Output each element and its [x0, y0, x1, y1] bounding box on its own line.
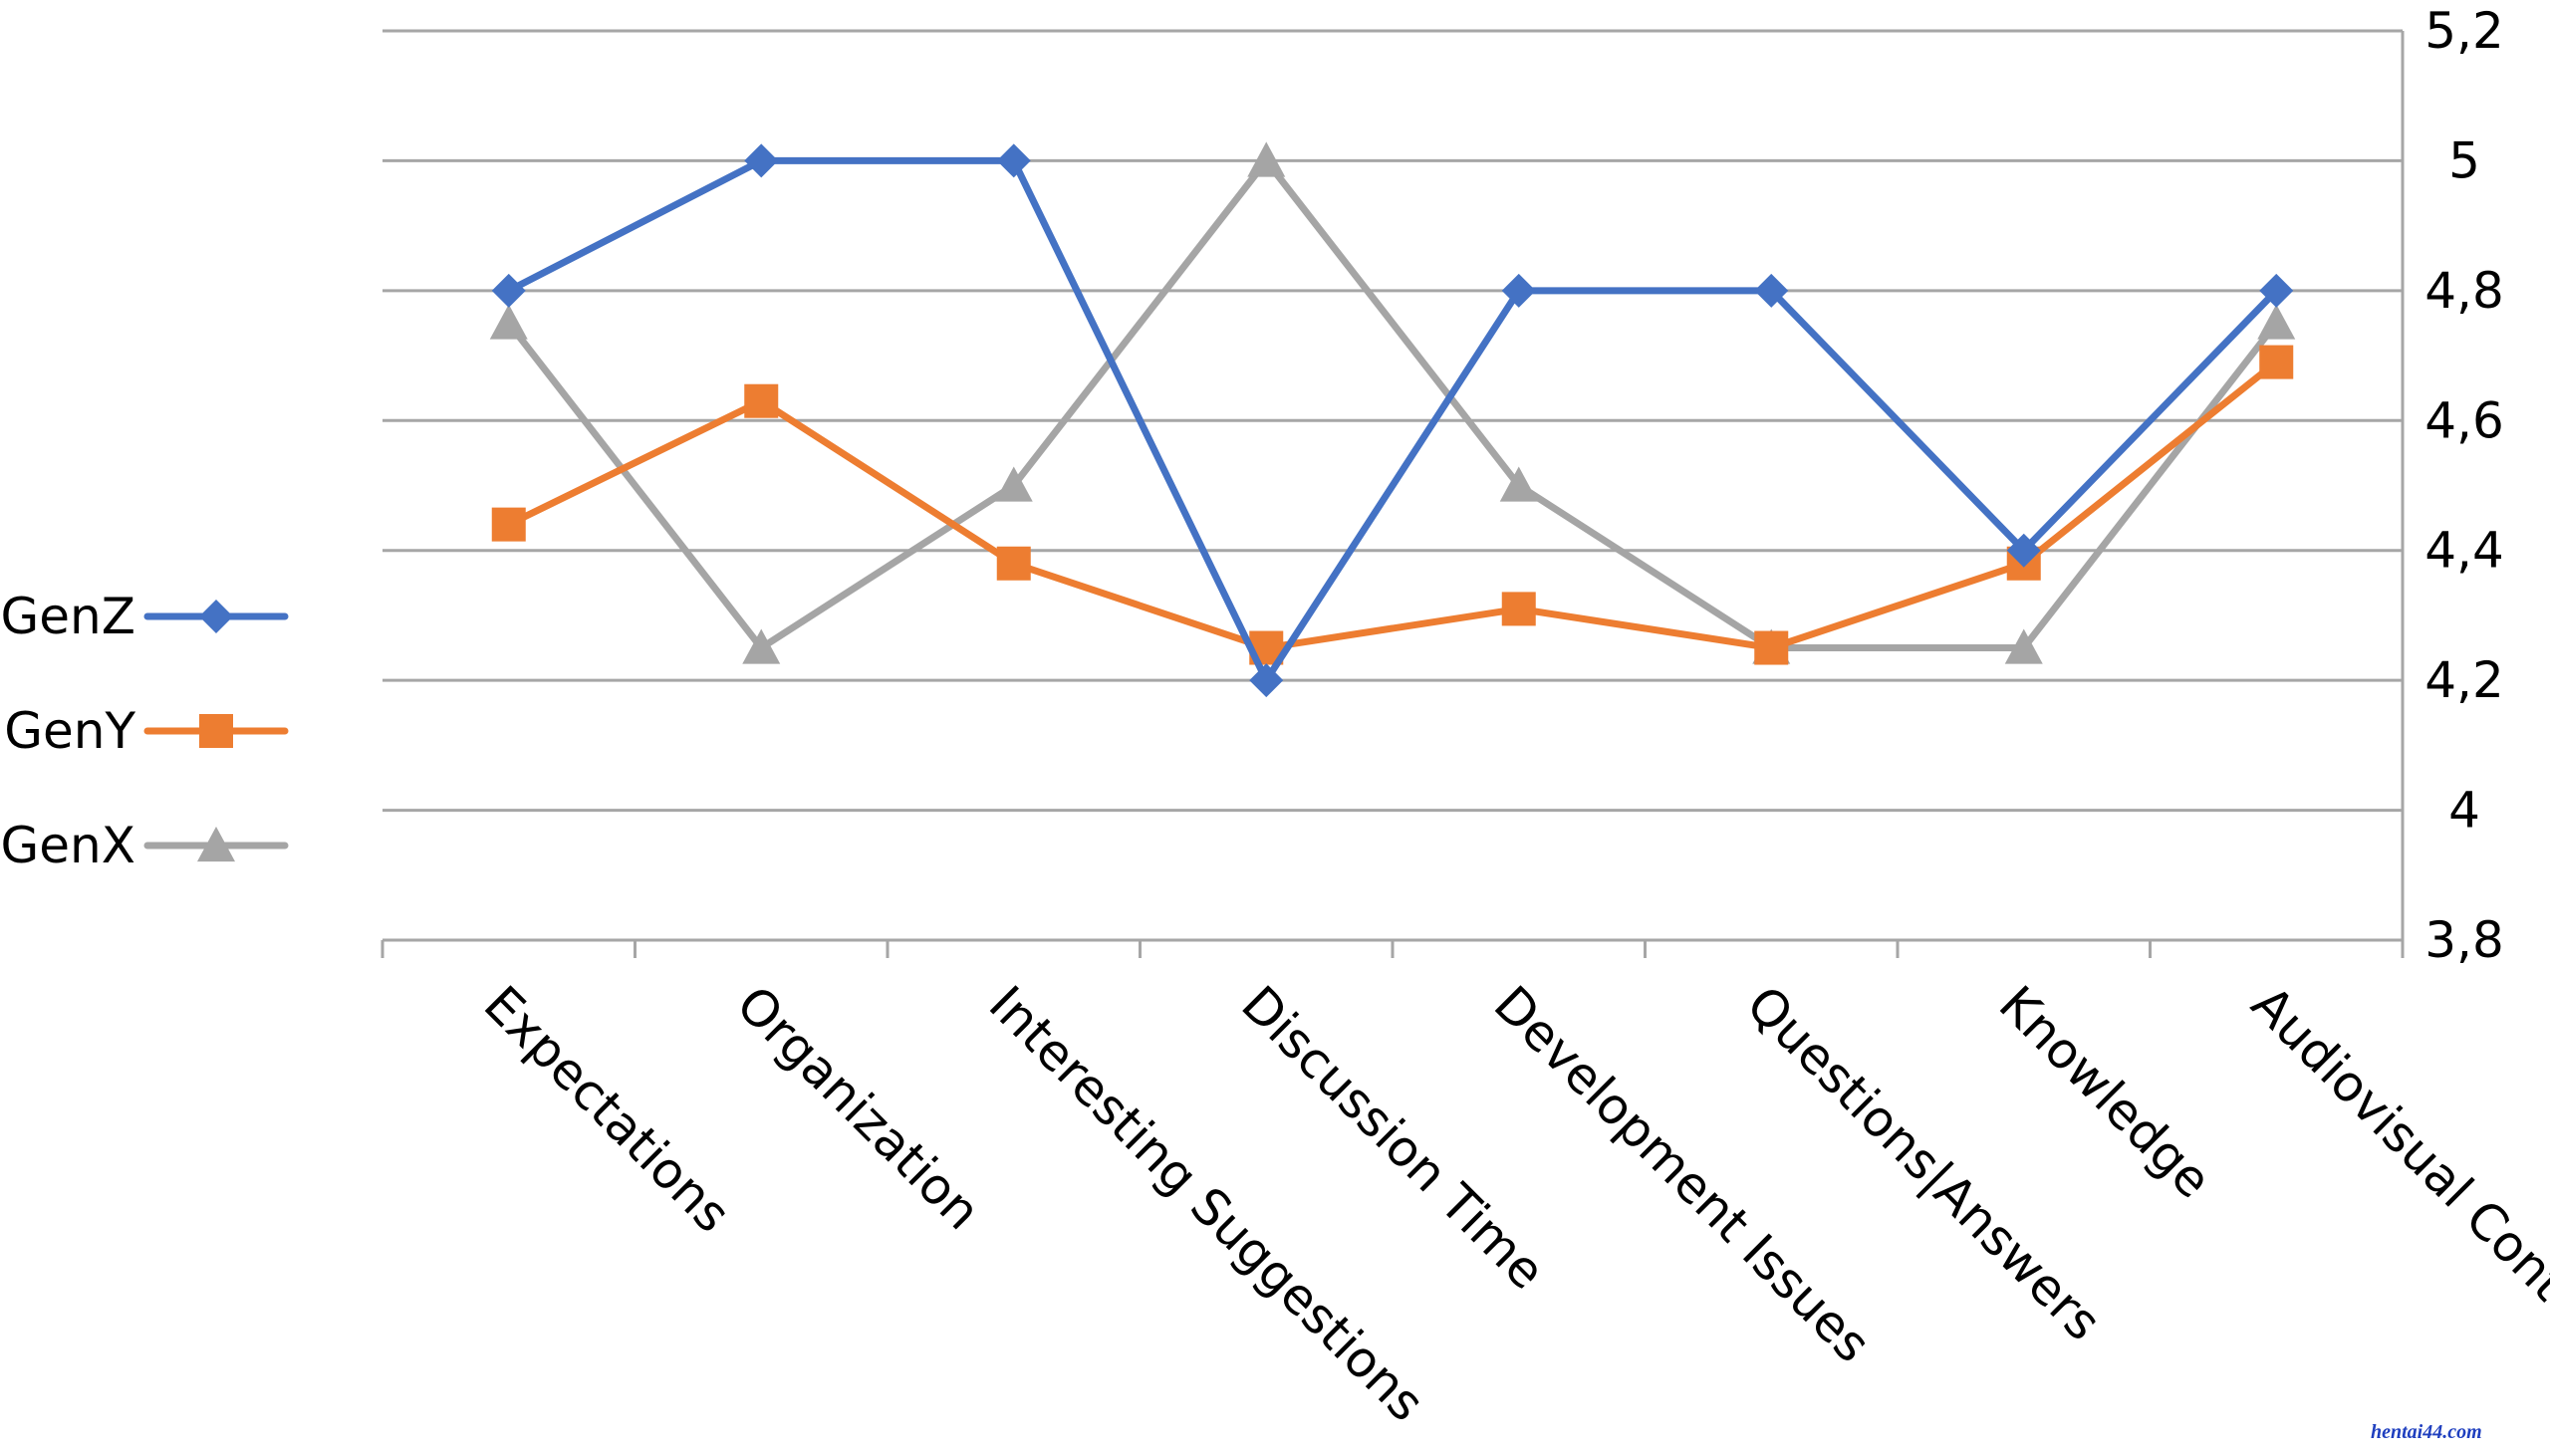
legend-label: GenX — [1, 817, 135, 874]
y-tick-label: 5,2 — [2424, 2, 2504, 60]
data-point — [996, 546, 1031, 581]
axes — [381, 31, 2405, 958]
data-point — [2006, 533, 2041, 568]
x-category-label: Audiovisual Content — [2240, 975, 2550, 1369]
legend-label: GenZ — [1, 588, 135, 645]
data-point — [744, 143, 779, 178]
series-lines — [489, 141, 2296, 698]
data-point — [489, 304, 528, 340]
data-point — [1499, 466, 1538, 502]
y-tick-label: 4,4 — [2424, 522, 2504, 580]
watermark-text: hentai44.com — [2371, 1421, 2482, 1443]
gridlines — [382, 29, 2403, 813]
series-genz — [491, 143, 2294, 698]
y-tick-label: 5 — [2448, 131, 2480, 189]
data-point — [1249, 663, 1284, 698]
series-line — [505, 156, 2280, 652]
data-point — [996, 143, 1031, 178]
legend-entry-geny: GenY — [4, 702, 289, 760]
legend-label: GenY — [4, 702, 135, 760]
y-tick-label: 3,8 — [2424, 911, 2504, 969]
data-point — [744, 383, 779, 418]
series-line — [505, 156, 2280, 684]
data-point — [2004, 628, 2043, 664]
data-point — [1754, 630, 1789, 665]
legend-marker — [197, 827, 235, 862]
series-line — [505, 359, 2280, 652]
x-category-label: Expectations — [473, 975, 742, 1244]
legend-entry-genz: GenZ — [1, 588, 289, 645]
data-point — [1754, 273, 1789, 308]
data-point — [2259, 273, 2294, 308]
data-point — [1247, 141, 1286, 177]
series-geny — [491, 345, 2294, 665]
data-point — [2259, 345, 2294, 379]
x-axis-category-labels: Audiovisual ContentKnowledgeQuestions|An… — [473, 975, 2550, 1432]
y-axis-tick-labels: 3,8 4 4,2 4,4 4,6 4,8 5 5,2 — [2424, 2, 2504, 969]
legend: GenZ GenY GenX — [1, 588, 289, 874]
data-point — [2257, 304, 2296, 340]
data-point — [1501, 592, 1536, 626]
y-tick-label: 4,6 — [2424, 391, 2504, 449]
x-category-label: Interesting Suggestions — [978, 975, 1435, 1432]
data-point — [491, 273, 526, 308]
data-point — [994, 466, 1033, 502]
y-tick-label: 4 — [2448, 782, 2480, 840]
legend-marker — [199, 714, 233, 748]
x-category-label: Knowledge — [1988, 975, 2222, 1209]
data-point — [742, 628, 781, 664]
y-tick-label: 4,8 — [2424, 262, 2504, 320]
data-point — [491, 507, 526, 542]
legend-entry-genx: GenX — [1, 817, 289, 874]
data-point — [1501, 273, 1536, 308]
x-category-label: Organization — [725, 975, 991, 1241]
legend-marker — [199, 600, 233, 633]
y-tick-label: 4,2 — [2424, 651, 2504, 709]
